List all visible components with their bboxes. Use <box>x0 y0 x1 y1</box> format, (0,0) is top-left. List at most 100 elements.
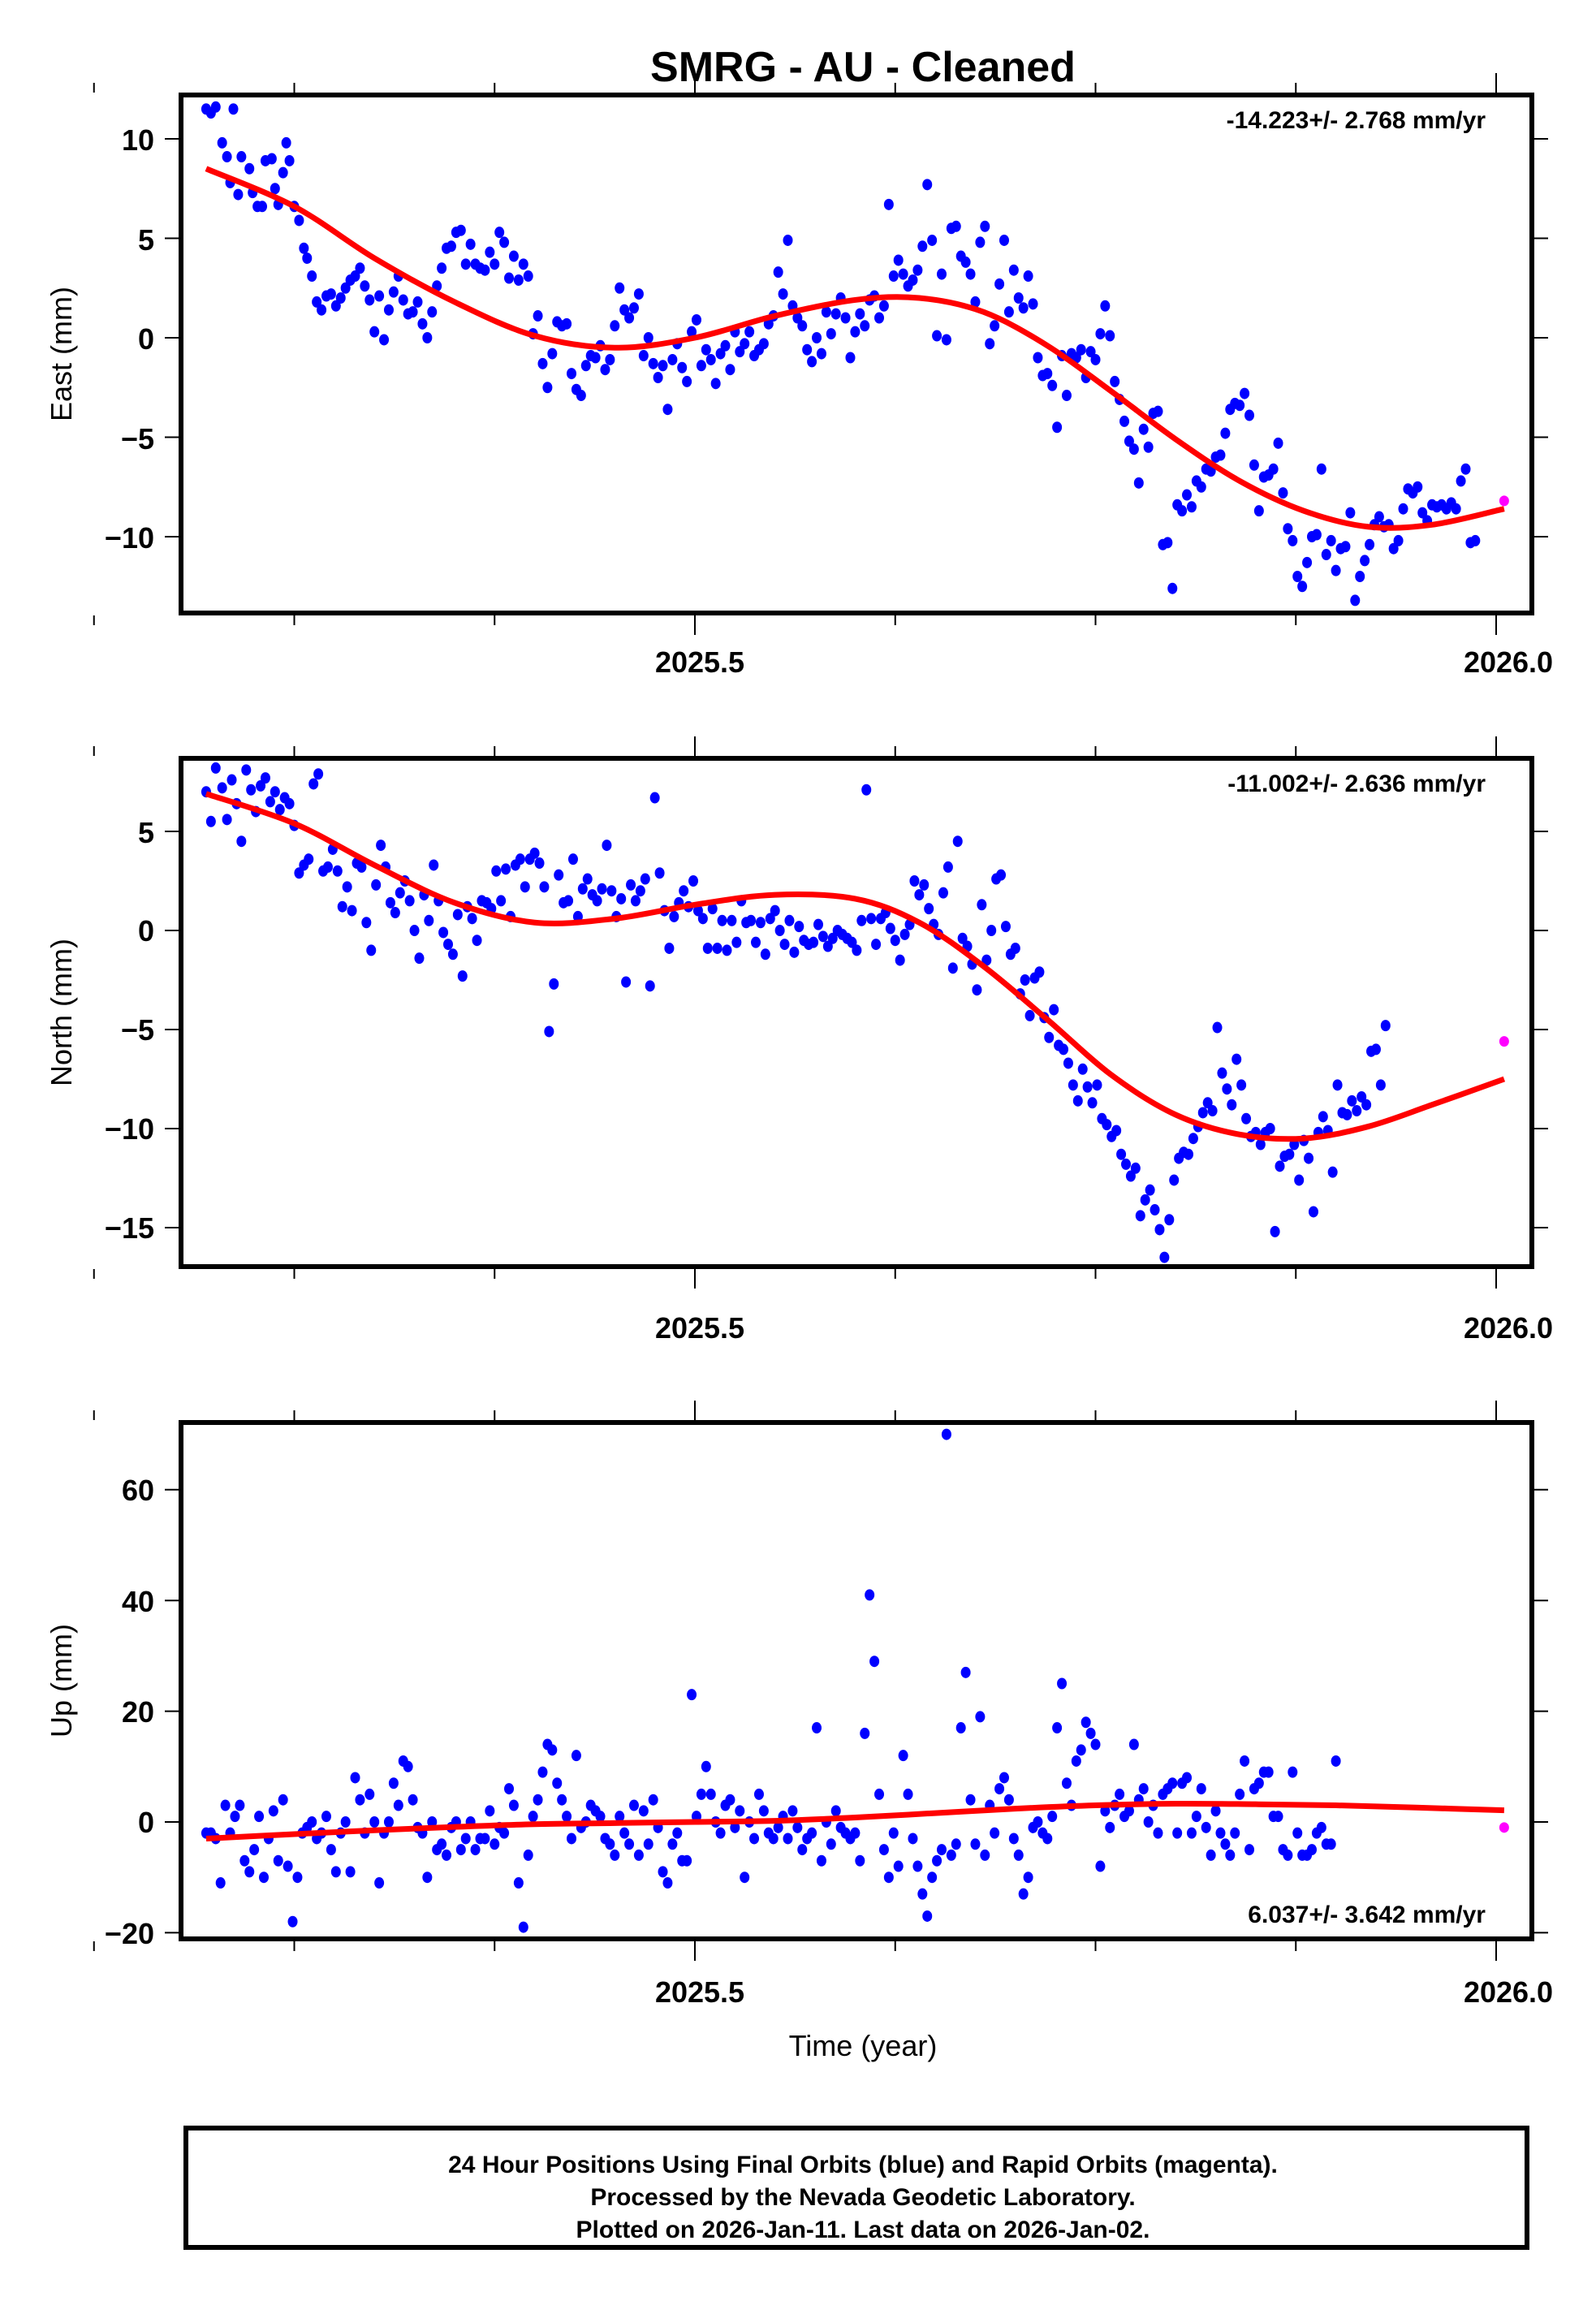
east-final-point <box>533 310 543 322</box>
up-final-point <box>490 1838 500 1850</box>
east-final-point <box>307 270 317 283</box>
east-final-point <box>398 294 408 306</box>
up-final-point <box>215 1877 226 1889</box>
east-final-point <box>1008 264 1019 276</box>
east-final-point <box>317 304 327 316</box>
east-final-point <box>826 328 836 340</box>
east-final-point <box>446 240 456 253</box>
up-final-point <box>936 1844 947 1856</box>
east-final-point <box>1003 306 1014 318</box>
east-final-point <box>1321 549 1331 561</box>
north-final-point <box>1217 1067 1227 1079</box>
east-final-point <box>888 270 899 283</box>
up-final-point <box>1191 1811 1201 1823</box>
east-final-point <box>1076 343 1086 356</box>
east-final-point <box>883 198 894 210</box>
north-y-tick-label: 0 <box>138 914 154 948</box>
east-final-point <box>1297 581 1308 593</box>
east-final-point <box>1316 463 1326 475</box>
up-final-point <box>816 1854 826 1867</box>
north-final-point <box>313 768 324 780</box>
north-final-point <box>1222 1083 1232 1095</box>
north-final-point <box>688 875 699 887</box>
east-final-point <box>412 296 423 308</box>
east-final-point <box>576 390 586 402</box>
up-final-point <box>1283 1849 1293 1861</box>
east-final-point <box>1470 534 1481 546</box>
east-final-point <box>792 312 803 324</box>
up-final-point <box>437 1838 447 1850</box>
east-final-point <box>1340 541 1351 553</box>
up-final-point <box>610 1849 620 1861</box>
up-final-point <box>1167 1777 1178 1789</box>
north-final-point <box>1116 1148 1127 1160</box>
up-final-point <box>705 1788 716 1800</box>
up-fit-line <box>205 1800 1504 1841</box>
north-final-point <box>649 792 660 804</box>
north-final-point <box>1140 1194 1150 1206</box>
up-final-point <box>340 1816 351 1828</box>
up-final-point <box>701 1760 711 1772</box>
east-final-point <box>1460 463 1471 475</box>
up-final-point <box>888 1827 899 1839</box>
up-final-point <box>455 1844 466 1856</box>
east-final-point <box>687 326 697 338</box>
up-final-point <box>980 1849 990 1861</box>
north-final-point <box>371 879 382 891</box>
north-y-tick-label: −5 <box>121 1013 154 1047</box>
up-final-point <box>1105 1821 1115 1833</box>
east-x-tick-label-2025-5: 2025.5 <box>655 645 744 679</box>
north-final-point <box>467 913 477 925</box>
north-final-point <box>549 978 559 990</box>
east-final-point <box>1273 437 1283 449</box>
east-final-point <box>965 268 976 280</box>
up-final-point <box>547 1744 558 1756</box>
up-final-point <box>528 1811 538 1823</box>
up-final-point <box>504 1783 515 1795</box>
up-final-point <box>283 1860 293 1872</box>
north-final-point <box>390 907 400 919</box>
up-final-point <box>537 1766 548 1778</box>
east-final-point <box>278 166 288 179</box>
east-final-point <box>1162 537 1173 549</box>
north-final-point <box>347 904 357 917</box>
up-final-point <box>513 1877 524 1889</box>
up-final-point <box>1240 1755 1250 1767</box>
north-final-point <box>1375 1079 1386 1091</box>
up-final-point <box>648 1794 658 1806</box>
east-final-point <box>355 262 365 274</box>
up-final-point <box>999 1772 1009 1784</box>
north-x-tick-label-2025-5: 2025.5 <box>655 1311 744 1345</box>
up-final-point <box>388 1777 399 1789</box>
east-final-point <box>855 308 865 320</box>
east-final-point <box>667 353 678 365</box>
north-final-point <box>626 879 636 891</box>
north-final-point <box>645 980 655 992</box>
east-final-point <box>1220 427 1231 439</box>
north-final-point <box>210 762 221 774</box>
up-final-point <box>994 1783 1005 1795</box>
up-final-point <box>1115 1788 1125 1800</box>
east-final-point <box>427 306 438 318</box>
east-final-point <box>518 258 528 270</box>
north-rate-label: -11.002+/- 2.636 mm/yr <box>1227 771 1486 797</box>
up-final-point <box>1081 1716 1091 1729</box>
east-final-point <box>715 348 726 360</box>
north-final-point <box>919 879 930 891</box>
north-final-point <box>731 936 742 948</box>
east-final-point <box>494 227 505 239</box>
east-final-point <box>513 274 524 286</box>
up-final-point <box>922 1910 933 1922</box>
east-final-point <box>778 288 788 300</box>
east-final-point <box>898 268 908 280</box>
north-final-point <box>256 779 266 792</box>
east-final-point <box>537 357 548 369</box>
up-final-point <box>883 1871 894 1884</box>
up-final-point <box>427 1816 438 1828</box>
north-final-point <box>621 976 632 988</box>
up-final-point <box>278 1794 288 1806</box>
east-final-point <box>542 382 553 394</box>
east-final-point <box>1028 298 1038 310</box>
north-final-point <box>424 914 434 926</box>
